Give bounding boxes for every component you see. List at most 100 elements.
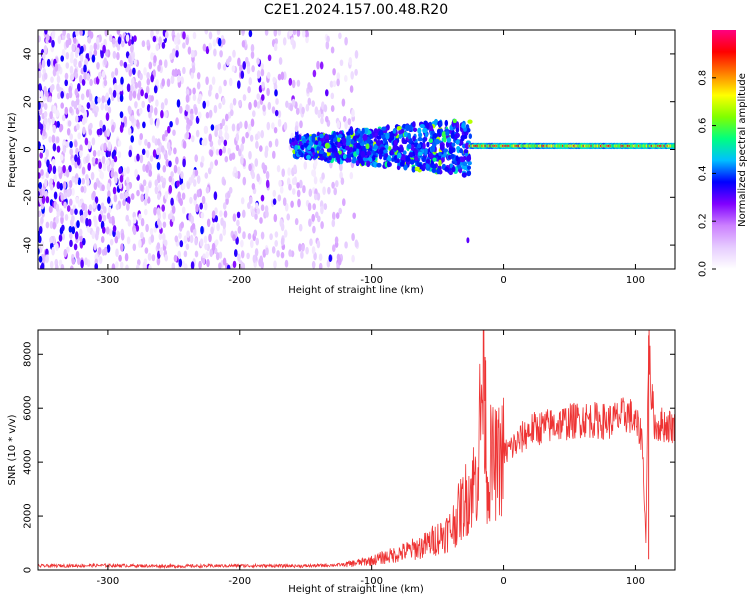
spectrogram-cell [248,30,253,38]
spectrogram-cell [116,30,121,35]
spectrogram-cell [65,51,70,60]
spectrogram-cell [192,31,197,40]
spectrogram-cell [80,259,84,269]
spectrogram-cell [154,138,158,146]
spectrogram-cell [273,30,278,37]
spectrogram-cell [209,140,214,148]
spectrogram-cell [111,71,115,79]
spectrogram-cell [78,60,82,69]
spectrogram-cell [151,254,156,262]
spectrogram-cell [250,239,254,249]
spectrogram-cell [76,156,81,166]
spectrogram-cell [180,76,184,85]
spectrogram-cell [84,58,89,65]
spectrogram-cell [252,110,256,118]
spectrogram-cell [154,185,159,195]
spectrogram-cell [254,133,259,141]
spectrogram-cell [123,167,127,177]
spectrogram-cell [149,227,154,236]
spectrogram-cell [83,185,87,194]
spectrogram-cell [128,149,132,158]
snr-x-tick-label: -200 [228,576,251,587]
spectrogram-cell [309,238,313,246]
spectrogram-cell [108,87,113,95]
spectrogram-cell [346,153,352,159]
spectrogram-cell [190,113,194,122]
spectrogram-cell [85,89,90,98]
spectrogram-cell [221,97,226,106]
spectrogram-cell [117,93,121,103]
spectrogram-cell [45,148,49,158]
spectrogram-cell [130,115,135,124]
spectrogram-cell [246,252,250,260]
spectrogram-cell [59,123,64,132]
spectrogram-cell [89,78,93,87]
spectrogram-cell [248,163,252,172]
spectrogram-cell [283,229,288,238]
spectrogram-cell [240,197,245,205]
spectrogram-cell [293,140,298,146]
spectrogram-cell [317,109,322,119]
spectrogram-cell [240,143,244,152]
spectrogram-cell [123,116,128,125]
spectrogram-cell [336,78,340,87]
spectrogram-cell [125,176,130,184]
spectrogram-cell [64,106,69,115]
spectrogram-cell [81,117,86,126]
spectrogram-cell [126,196,131,205]
spectrogram-cell [112,186,117,195]
spectrogram-cell [242,209,246,218]
spectrogram-cell [52,105,57,114]
spectrogram-cell [205,186,210,194]
spectrogram-cell [254,213,258,220]
spectrogram-cell [71,176,75,183]
spectrogram-cell [461,122,466,129]
spectrogram-x-tick-label: -100 [360,275,383,286]
spectrogram-cell [373,161,378,168]
spectrogram-cell [273,126,278,134]
spectrogram-cell [102,214,107,222]
spectrogram-cell [354,68,358,76]
spectrogram-cell [140,217,145,227]
spectrogram-cell [55,203,60,213]
spectrogram-cell [45,171,50,179]
spectrogram-cell [208,109,213,118]
colorbar-tick-label: 0.6 [698,118,709,134]
spectrogram-cell [267,54,272,62]
spectrogram-cell [399,146,404,153]
spectrogram-cell [393,139,398,146]
spectrogram-cell [331,145,337,152]
spectrogram-cell [125,34,130,42]
spectrogram-cell [88,93,93,102]
spectrogram-cell [194,154,198,163]
snr-x-axis-label: Height of straight line (km) [288,584,424,595]
spectrogram-cell [132,216,137,224]
spectrogram-cell [261,81,265,89]
spectrogram-cell [38,35,41,43]
spectrogram-cell [298,223,303,232]
spectrogram-cell [114,235,119,244]
spectrogram-cell [74,140,78,148]
spectrogram-cell [464,149,469,154]
spectrogram-cell [157,64,161,72]
spectrogram-cell [425,122,430,129]
snr-y-ticks: 0 2000 4000 6000 8000 [23,342,675,573]
spectrogram-cell [421,157,426,163]
spectrogram-cell [251,208,255,218]
spectrogram-cell [191,222,196,230]
spectrogram-cell [448,148,454,155]
spectrogram-cell [425,158,431,165]
spectrogram-cell [307,82,311,90]
spectrogram-cell [167,125,171,134]
spectrogram-cell [218,262,222,269]
spectrogram-cell [74,71,79,79]
spectrogram-cell [245,131,249,139]
spectrogram-cell [226,58,230,66]
spectrogram-cell [185,94,190,103]
spectrogram-cell [134,101,138,109]
spectrogram-cell [212,39,217,47]
spectrogram-cell [101,95,105,104]
spectrogram-cell [84,209,88,218]
spectrogram-cell [165,158,170,167]
spectrogram-cell [81,202,86,212]
